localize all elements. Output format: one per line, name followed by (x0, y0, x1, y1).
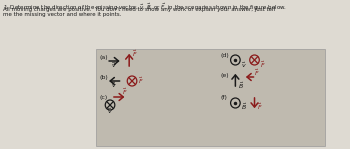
Text: $\vec{F}$: $\vec{F}$ (138, 76, 144, 86)
Text: (e): (e) (220, 73, 229, 79)
Text: $\vec{F}$: $\vec{F}$ (257, 102, 263, 112)
Text: (f): (f) (220, 96, 227, 100)
Text: All moving charges are positive.  You don’t need to show any work or explain you: All moving charges are positive. You don… (3, 7, 275, 12)
Text: 1. Determine the direction of the missing vector, $\vec{v}$, $\vec{B}$, or $\vec: 1. Determine the direction of the missin… (3, 2, 287, 13)
Text: $\vec{B}$: $\vec{B}$ (241, 102, 247, 112)
Text: $\vec{F}$: $\vec{F}$ (260, 60, 266, 70)
Text: $\vec{v}$: $\vec{v}$ (111, 60, 117, 70)
Text: $\vec{F}$: $\vec{F}$ (121, 87, 127, 97)
Text: (a): (a) (99, 55, 108, 59)
Text: $\vec{F}$: $\vec{F}$ (254, 68, 259, 78)
Text: (c): (c) (99, 96, 108, 100)
FancyBboxPatch shape (96, 49, 325, 146)
Text: (d): (d) (220, 53, 229, 59)
Text: $\vec{v}$: $\vec{v}$ (241, 60, 247, 70)
Text: $\vec{v}$: $\vec{v}$ (107, 106, 113, 116)
Text: $\vec{v}$: $\vec{v}$ (111, 80, 117, 90)
Text: me the missing vector and where it points.: me the missing vector and where it point… (3, 12, 121, 17)
Text: $\vec{F}$: $\vec{F}$ (132, 49, 138, 59)
Text: (b): (b) (99, 74, 108, 80)
Text: $\vec{B}$: $\vec{B}$ (238, 81, 244, 91)
